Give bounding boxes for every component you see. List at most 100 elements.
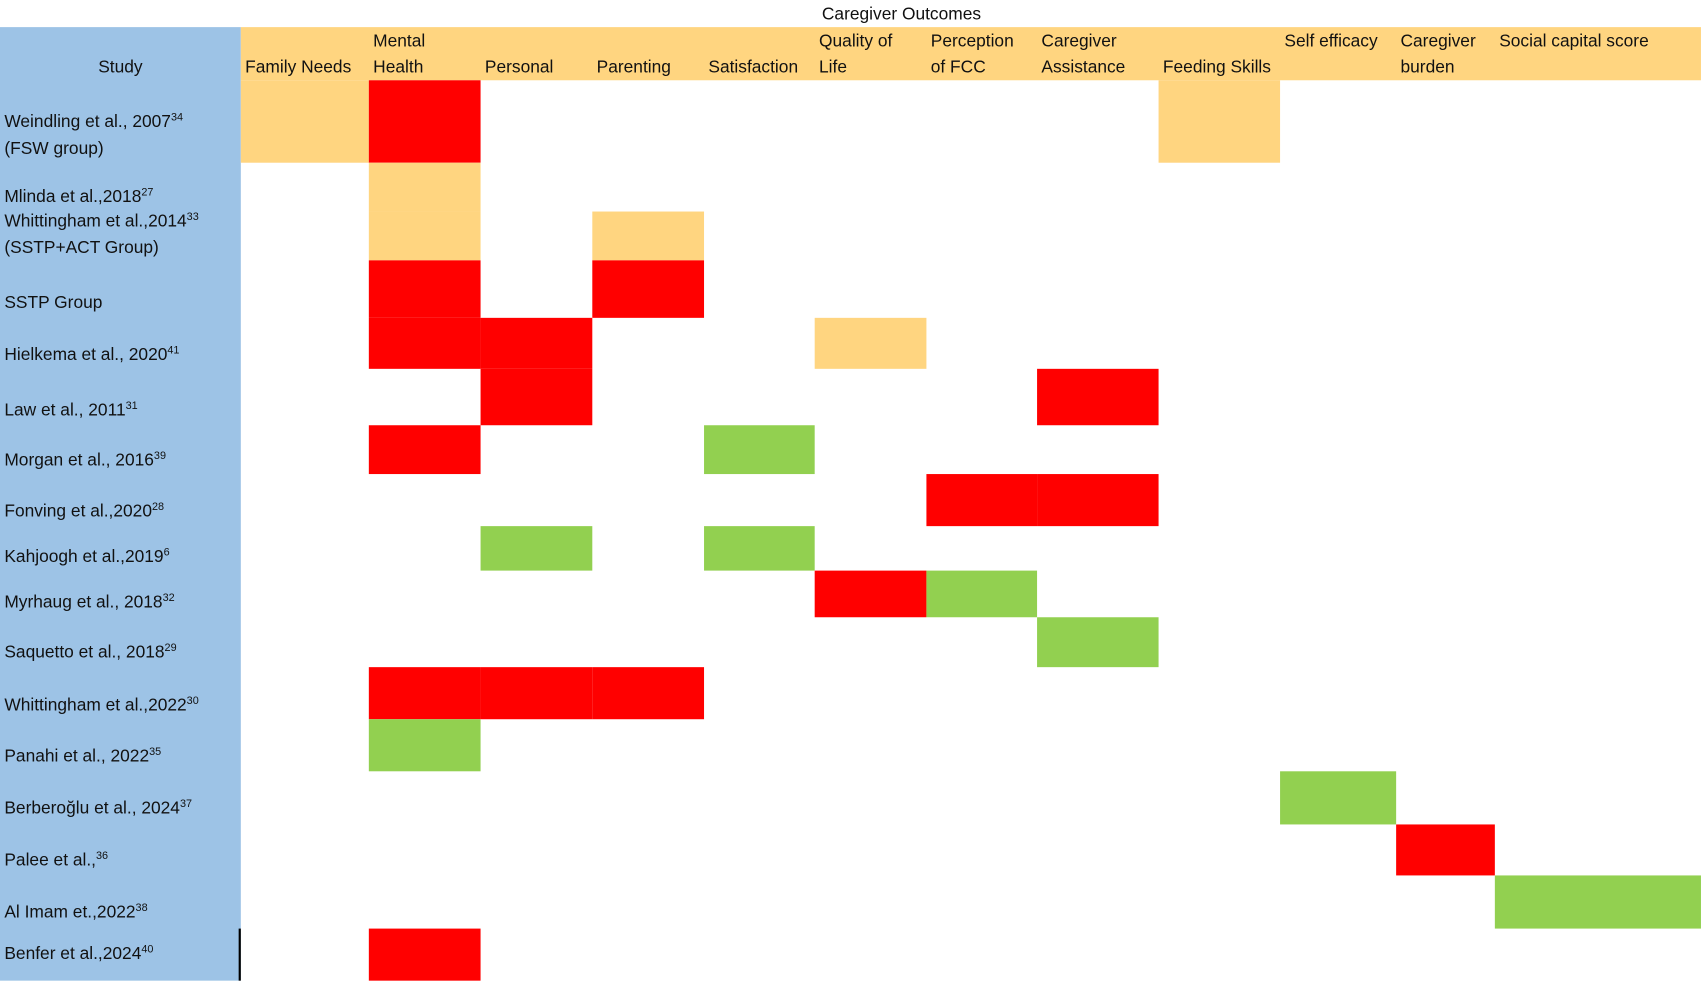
outcome-cell	[1396, 824, 1495, 876]
study-name: (FSW group)	[4, 139, 104, 159]
study-label: Mlinda et al.,201827	[4, 184, 153, 209]
reference: 29	[164, 642, 177, 655]
column-header: of FCC	[930, 58, 986, 78]
study-label: Panahi et al., 202235	[4, 744, 161, 769]
outcome-cell	[368, 719, 481, 772]
outcome-cell	[368, 667, 481, 720]
outcome-cell	[704, 526, 815, 571]
reference: 39	[153, 450, 166, 463]
study-label: Weindling et al., 200734	[4, 110, 183, 135]
study-name: SSTP Group	[4, 293, 103, 313]
reference: 27	[141, 186, 154, 199]
study-name: Whittingham et al.,2022	[4, 696, 187, 715]
study-label: Palee et al.,36	[4, 848, 108, 873]
reference: 30	[186, 695, 199, 708]
study-label: Morgan et al., 201639	[4, 448, 166, 473]
outcome-cell	[368, 80, 481, 163]
study-name: Berberoğlu et al., 2024	[4, 799, 180, 818]
study-label: Berberoğlu et al., 202437	[4, 796, 192, 821]
column-header: Personal	[484, 58, 554, 78]
study-name: Mlinda et al.,2018	[4, 187, 142, 207]
outcome-cell	[926, 474, 1038, 527]
study-label: Kahjoogh et al.,20196	[4, 545, 169, 570]
outcome-cell	[480, 317, 593, 369]
column-header: Family Needs	[245, 58, 352, 78]
outcome-cell	[368, 211, 481, 261]
outcome-cell	[368, 928, 481, 981]
study-name: Law et al., 2011	[4, 401, 126, 420]
study-header: Study	[98, 58, 143, 78]
study-name: Hielkema et al., 2020	[4, 346, 168, 365]
reference: 36	[96, 850, 109, 863]
reference: 40	[141, 943, 154, 956]
reference: 34	[170, 111, 184, 124]
column-header: burden	[1400, 58, 1455, 78]
outcome-cell	[368, 260, 481, 318]
study-name: Saquetto et al., 2018	[4, 643, 165, 662]
column-header: Health	[373, 58, 424, 78]
outcome-cell	[1037, 368, 1159, 426]
study-label: (FSW group)	[4, 137, 103, 162]
outcome-cell	[704, 425, 815, 475]
column-header: Assistance	[1041, 58, 1126, 78]
study-name: Kahjoogh et al.,2019	[4, 547, 164, 567]
study-name: Weindling et al., 2007	[4, 112, 171, 132]
reference: 32	[162, 592, 175, 605]
column-header: Feeding Skills	[1162, 58, 1271, 78]
reference: 31	[125, 400, 138, 413]
study-name: Whittingham et al.,2014	[4, 212, 187, 232]
study-label: SSTP Group	[4, 291, 102, 316]
column-header: Quality of	[819, 32, 893, 51]
reference: 33	[186, 211, 199, 224]
outcome-cell	[592, 211, 705, 261]
header-row	[240, 27, 1701, 81]
column-header: Life	[819, 58, 848, 78]
column-header: Social capital score	[1499, 32, 1649, 51]
reference: 38	[135, 902, 148, 915]
outcome-cell	[368, 317, 481, 369]
column-header: Caregiver	[1400, 32, 1476, 51]
study-name: Al Imam et.,2022	[4, 903, 136, 923]
column-header: Caregiver	[1041, 32, 1117, 51]
reference: 6	[163, 546, 170, 559]
outcome-cell	[1280, 771, 1397, 825]
outcome-cell	[926, 570, 1038, 618]
column-header: Perception	[930, 32, 1014, 51]
study-name: Palee et al.,	[4, 851, 97, 871]
outcome-cell	[814, 317, 927, 369]
study-label: Saquetto et al., 201829	[4, 640, 176, 665]
table-title: Caregiver Outcomes	[821, 5, 982, 24]
study-label: Al Imam et.,202238	[4, 900, 147, 925]
column-header: Mental	[373, 32, 426, 51]
column-header: Satisfaction	[708, 58, 799, 78]
study-label: Law et al., 201131	[4, 398, 137, 423]
study-name: Myrhaug et al., 2018	[4, 593, 163, 612]
study-column	[0, 27, 241, 981]
reference: 28	[151, 501, 165, 514]
outcome-cell	[480, 526, 593, 571]
study-name: Morgan et al., 2016	[4, 451, 154, 470]
study-name: (SSTP+ACT Group)	[4, 238, 159, 258]
outcome-cell	[368, 425, 481, 475]
study-label: Whittingham et al.,201433	[4, 209, 198, 234]
study-label: Whittingham et al.,202230	[4, 693, 198, 718]
study-label: Benfer et al.,202440	[4, 942, 153, 967]
outcome-cell	[240, 80, 369, 163]
reference: 35	[149, 746, 162, 759]
outcome-cell	[592, 260, 705, 318]
outcome-cell	[1158, 80, 1281, 163]
outcome-cell	[592, 667, 705, 720]
study-label: Hielkema et al., 202041	[4, 343, 179, 368]
outcome-cell	[368, 162, 481, 212]
outcome-cell	[1037, 474, 1159, 527]
outcome-cell	[814, 570, 927, 618]
reference: 37	[179, 798, 193, 811]
outcome-cell	[1494, 875, 1701, 929]
outcome-cell	[480, 667, 593, 720]
study-label: Fonving et al.,202028	[4, 499, 164, 524]
study-name: Panahi et al., 2022	[4, 747, 150, 766]
study-label: Myrhaug et al., 201832	[4, 590, 174, 615]
row-border	[238, 928, 241, 981]
study-name: Fonving et al.,2020	[4, 502, 152, 521]
